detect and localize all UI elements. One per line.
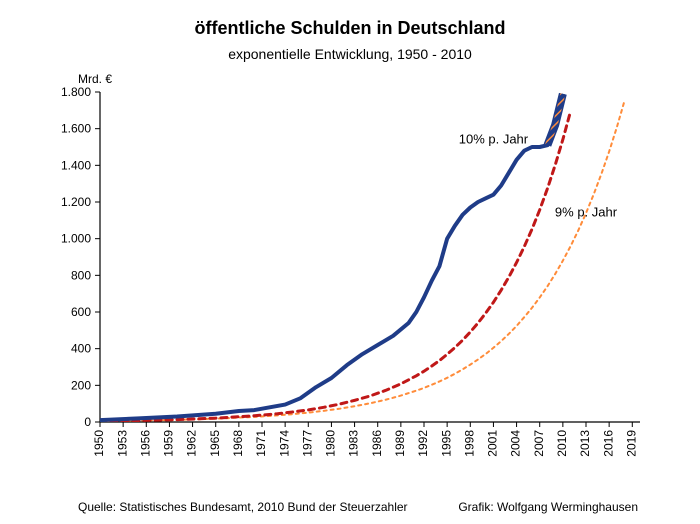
svg-text:2010: 2010 (555, 430, 569, 457)
svg-text:1995: 1995 (439, 430, 453, 457)
svg-text:2016: 2016 (601, 430, 615, 457)
svg-text:1980: 1980 (324, 430, 338, 457)
source-text: Quelle: Statistisches Bundesamt, 2010 Bu… (78, 500, 408, 514)
svg-text:1962: 1962 (185, 430, 199, 457)
svg-text:1959: 1959 (162, 430, 176, 457)
svg-text:1.600: 1.600 (61, 122, 91, 136)
svg-text:2007: 2007 (532, 430, 546, 457)
svg-text:1983: 1983 (347, 430, 361, 457)
svg-text:1.400: 1.400 (61, 158, 91, 172)
svg-text:0: 0 (84, 415, 91, 429)
svg-text:1998: 1998 (462, 430, 476, 457)
svg-text:1.200: 1.200 (61, 195, 91, 209)
svg-text:200: 200 (71, 378, 91, 392)
svg-text:2013: 2013 (578, 430, 592, 457)
svg-text:1977: 1977 (300, 430, 314, 457)
svg-text:10% p. Jahr: 10% p. Jahr (459, 131, 529, 146)
chart-container: { "title": "öffentliche Schulden in Deut… (0, 0, 700, 524)
svg-text:1974: 1974 (277, 430, 291, 457)
svg-text:2004: 2004 (509, 430, 523, 457)
chart-footer: Quelle: Statistisches Bundesamt, 2010 Bu… (0, 500, 700, 514)
svg-text:9% p. Jahr: 9% p. Jahr (555, 205, 618, 220)
plot-area: 0 200 400 600 800 1.000 1.200 1.400 1.600 1.800 19… (0, 0, 700, 524)
svg-text:1986: 1986 (370, 430, 384, 457)
svg-text:1989: 1989 (393, 430, 407, 457)
credit-text: Grafik: Wolfgang Werminghausen (458, 500, 638, 514)
svg-text:1965: 1965 (208, 430, 222, 457)
svg-text:1.000: 1.000 (61, 232, 91, 246)
svg-text:1.800: 1.800 (61, 85, 91, 99)
svg-text:1950: 1950 (92, 430, 106, 457)
svg-text:1953: 1953 (115, 430, 129, 457)
svg-text:400: 400 (71, 342, 91, 356)
svg-text:800: 800 (71, 268, 91, 282)
svg-text:1971: 1971 (254, 430, 268, 457)
svg-text:1992: 1992 (416, 430, 430, 457)
svg-text:600: 600 (71, 305, 91, 319)
svg-text:1956: 1956 (138, 430, 152, 457)
svg-text:1968: 1968 (231, 430, 245, 457)
svg-text:2019: 2019 (624, 430, 638, 457)
svg-text:2001: 2001 (486, 430, 500, 457)
